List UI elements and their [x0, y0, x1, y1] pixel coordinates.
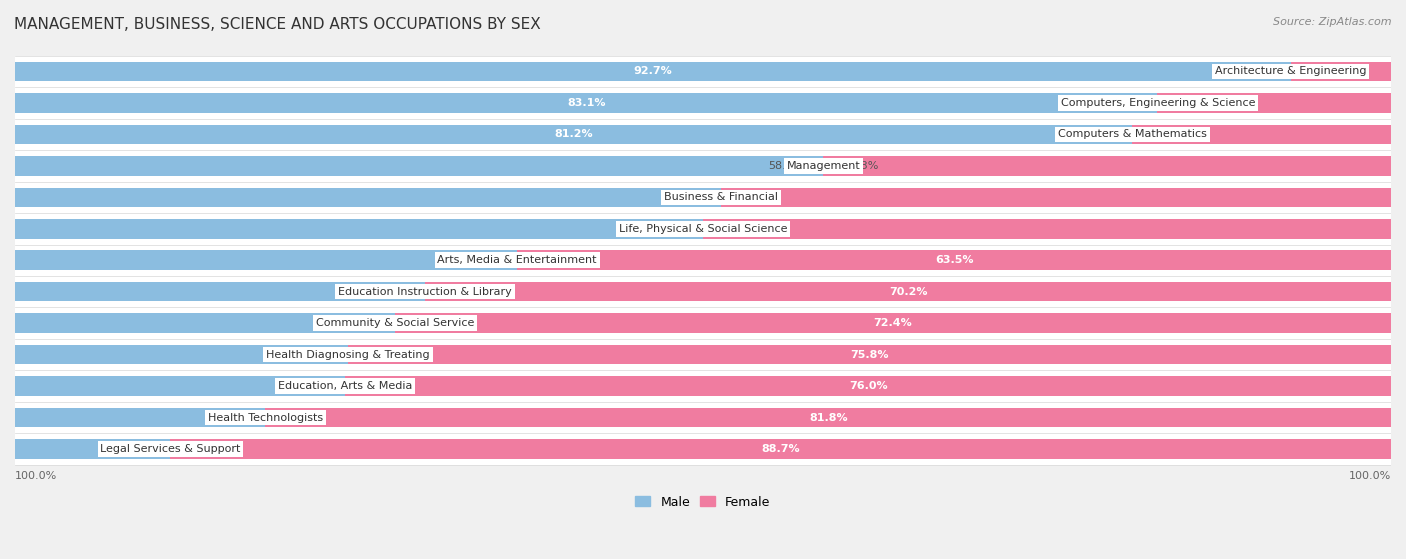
Bar: [266, 408, 1391, 427]
Text: Computers & Mathematics: Computers & Mathematics: [1057, 129, 1206, 139]
Bar: [15, 408, 266, 427]
Text: 76.0%: 76.0%: [849, 381, 887, 391]
Bar: [15, 156, 824, 176]
Text: Computers, Engineering & Science: Computers, Engineering & Science: [1060, 98, 1256, 108]
Bar: [395, 314, 1391, 333]
Text: 88.7%: 88.7%: [762, 444, 800, 454]
Text: Business & Financial: Business & Financial: [664, 192, 778, 202]
Text: MANAGEMENT, BUSINESS, SCIENCE AND ARTS OCCUPATIONS BY SEX: MANAGEMENT, BUSINESS, SCIENCE AND ARTS O…: [14, 17, 541, 32]
Bar: [15, 282, 425, 301]
Bar: [15, 182, 1391, 213]
Bar: [15, 314, 395, 333]
Bar: [15, 345, 349, 364]
Bar: [15, 376, 346, 396]
Text: 83.1%: 83.1%: [568, 98, 606, 108]
Text: 29.8%: 29.8%: [368, 287, 405, 297]
Text: 81.8%: 81.8%: [808, 413, 848, 423]
Bar: [15, 87, 1391, 119]
Bar: [15, 213, 1391, 244]
Bar: [15, 433, 1391, 465]
Bar: [346, 376, 1391, 396]
Bar: [15, 439, 170, 459]
Text: Education, Arts & Media: Education, Arts & Media: [278, 381, 412, 391]
Bar: [1157, 93, 1391, 113]
Text: 100.0%: 100.0%: [15, 471, 58, 481]
Bar: [1291, 61, 1391, 81]
Bar: [15, 244, 1391, 276]
Text: Architecture & Engineering: Architecture & Engineering: [1215, 67, 1367, 77]
Text: 75.8%: 75.8%: [851, 349, 889, 359]
Text: 63.5%: 63.5%: [935, 255, 973, 265]
Text: 18.2%: 18.2%: [209, 413, 245, 423]
Bar: [15, 402, 1391, 433]
Text: 7.3%: 7.3%: [1312, 67, 1340, 77]
Bar: [15, 125, 1132, 144]
Text: 11.3%: 11.3%: [115, 444, 150, 454]
Text: Community & Social Service: Community & Social Service: [315, 318, 474, 328]
Text: 50.0%: 50.0%: [724, 224, 759, 234]
Text: 24.0%: 24.0%: [290, 381, 325, 391]
Bar: [15, 119, 1391, 150]
Bar: [15, 61, 1291, 81]
Bar: [15, 250, 517, 270]
Text: 72.4%: 72.4%: [873, 318, 912, 328]
Legend: Male, Female: Male, Female: [630, 491, 776, 514]
Text: 81.2%: 81.2%: [554, 129, 593, 139]
Bar: [823, 156, 1391, 176]
Text: Education Instruction & Library: Education Instruction & Library: [339, 287, 512, 297]
Bar: [721, 188, 1391, 207]
Text: 18.8%: 18.8%: [1153, 129, 1188, 139]
Text: Health Diagnosing & Treating: Health Diagnosing & Treating: [266, 349, 430, 359]
Text: 36.5%: 36.5%: [461, 255, 496, 265]
Bar: [15, 188, 721, 207]
Bar: [349, 345, 1391, 364]
Bar: [15, 307, 1391, 339]
Text: 48.7%: 48.7%: [741, 192, 778, 202]
Text: 70.2%: 70.2%: [889, 287, 928, 297]
Bar: [703, 219, 1391, 239]
Text: 100.0%: 100.0%: [1348, 471, 1391, 481]
Text: Legal Services & Support: Legal Services & Support: [100, 444, 240, 454]
Text: 92.7%: 92.7%: [633, 67, 672, 77]
Text: Management: Management: [786, 161, 860, 171]
Bar: [15, 276, 1391, 307]
Bar: [15, 371, 1391, 402]
Bar: [15, 150, 1391, 182]
Text: 27.6%: 27.6%: [339, 318, 374, 328]
Bar: [517, 250, 1391, 270]
Bar: [425, 282, 1391, 301]
Text: Health Technologists: Health Technologists: [208, 413, 323, 423]
Text: 24.2%: 24.2%: [291, 349, 328, 359]
Bar: [1132, 125, 1391, 144]
Text: 41.3%: 41.3%: [844, 161, 879, 171]
Bar: [15, 219, 703, 239]
Bar: [15, 93, 1159, 113]
Text: Source: ZipAtlas.com: Source: ZipAtlas.com: [1274, 17, 1392, 27]
Text: 58.8%: 58.8%: [768, 161, 803, 171]
Text: 17.0%: 17.0%: [1178, 98, 1213, 108]
Text: 51.3%: 51.3%: [665, 192, 700, 202]
Bar: [170, 439, 1391, 459]
Bar: [15, 339, 1391, 371]
Text: Arts, Media & Entertainment: Arts, Media & Entertainment: [437, 255, 598, 265]
Text: Life, Physical & Social Science: Life, Physical & Social Science: [619, 224, 787, 234]
Bar: [15, 56, 1391, 87]
Text: 50.0%: 50.0%: [647, 224, 682, 234]
